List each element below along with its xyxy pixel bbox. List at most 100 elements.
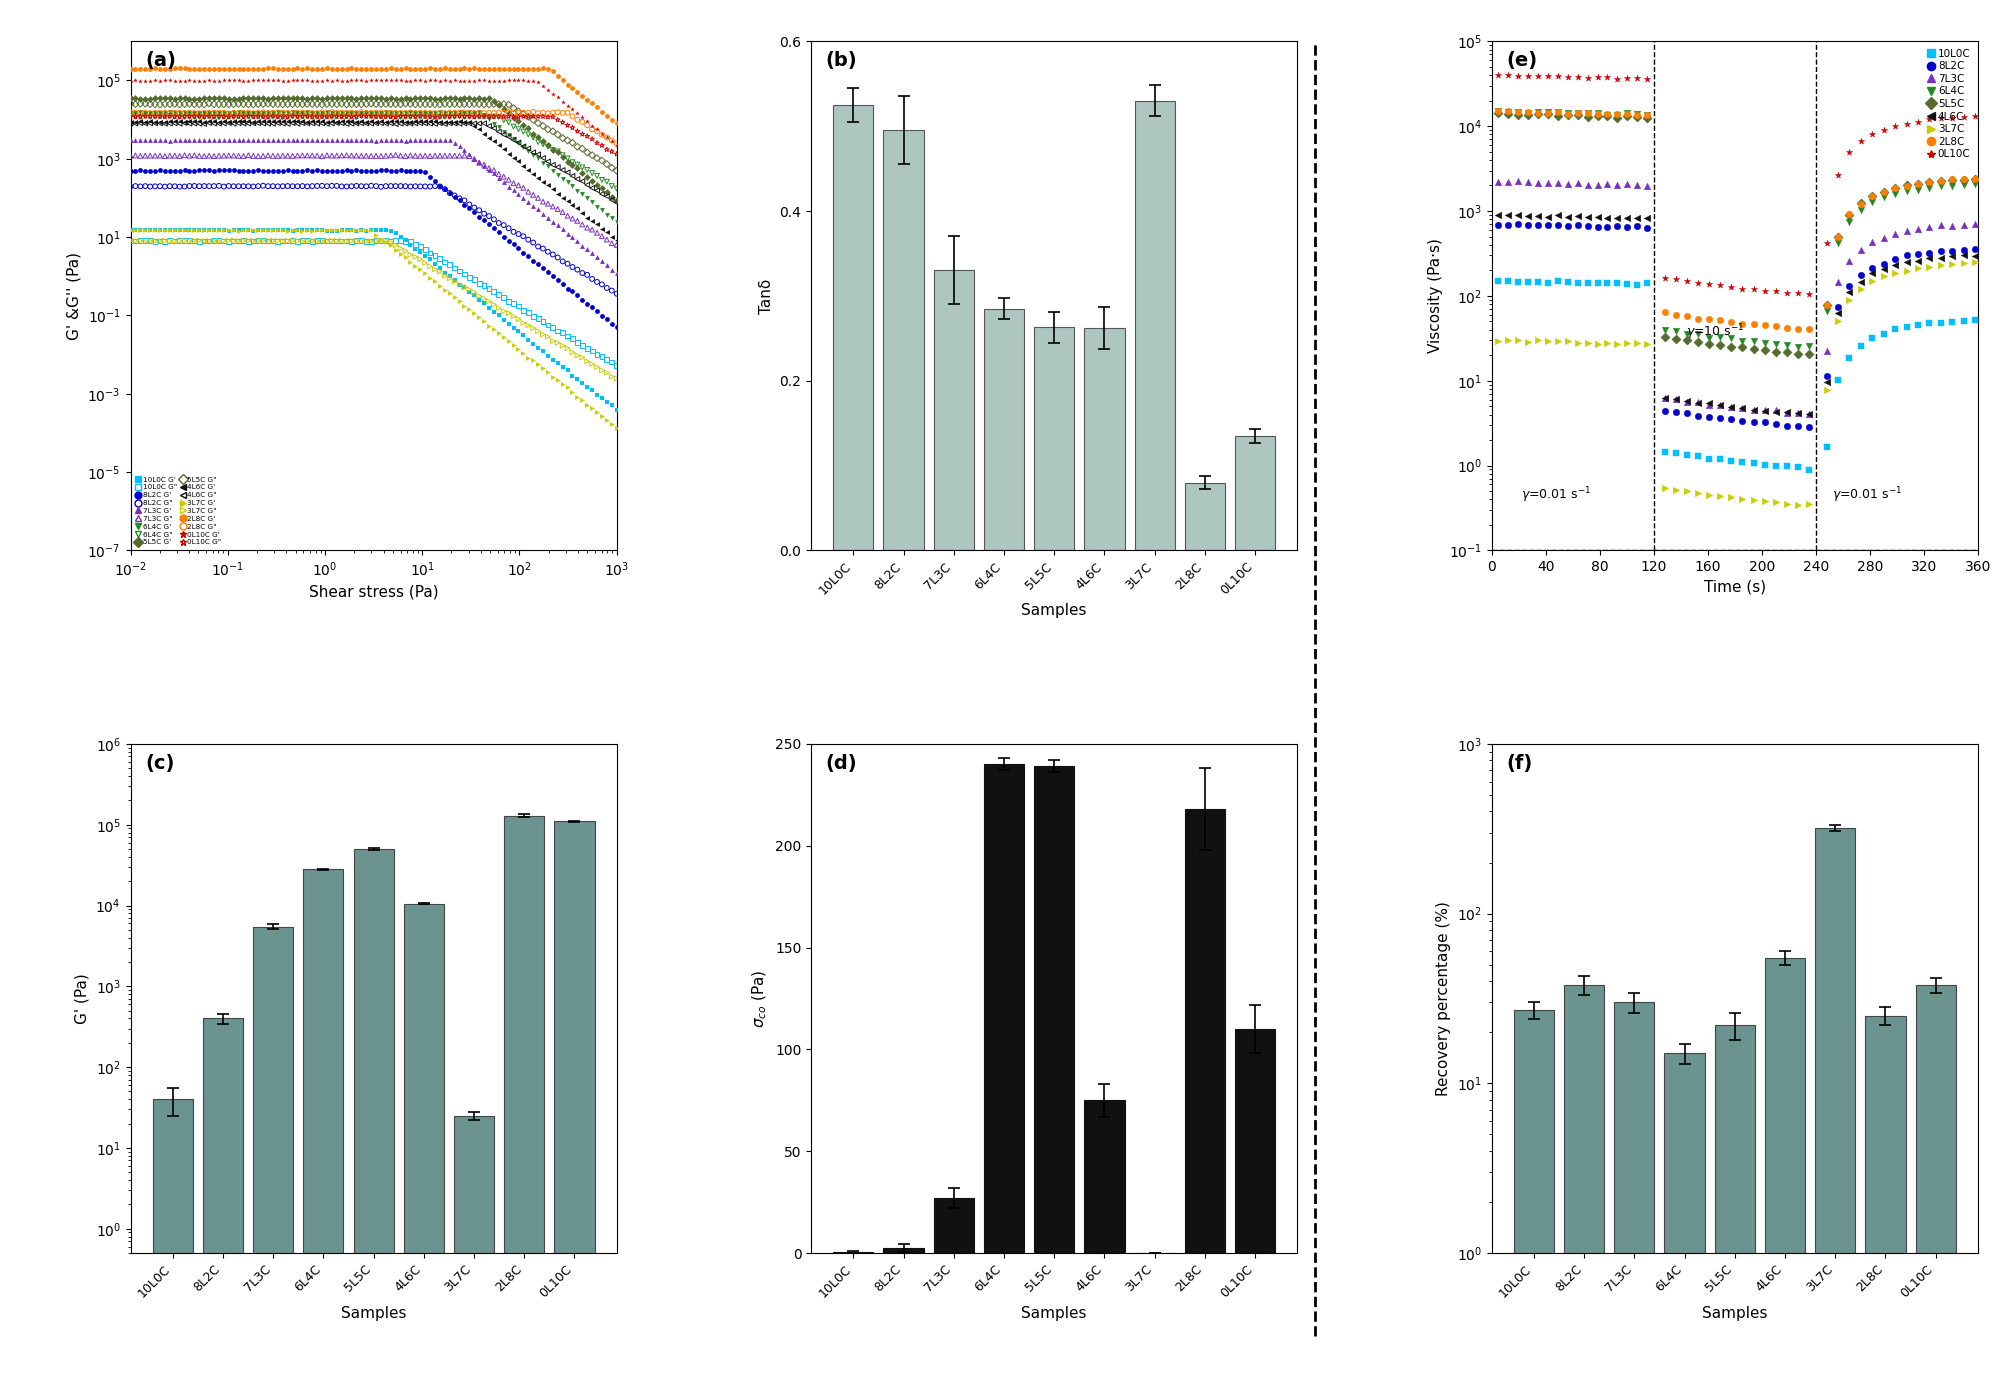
Point	[403, 106, 436, 128]
Point	[114, 230, 147, 252]
Point	[345, 129, 377, 151]
Point	[124, 160, 157, 182]
Point	[271, 219, 303, 241]
Point	[454, 197, 486, 219]
Point	[1844, 193, 1877, 215]
Point	[1820, 302, 1852, 324]
Point	[556, 105, 588, 127]
Point	[458, 114, 490, 136]
Point	[562, 102, 594, 124]
Point	[355, 92, 387, 114]
Point	[315, 145, 347, 167]
Point	[478, 302, 510, 324]
Point	[295, 106, 327, 128]
Point	[508, 226, 540, 248]
Point	[502, 308, 534, 330]
Point	[552, 359, 584, 381]
Point	[526, 204, 558, 226]
Point	[359, 145, 391, 167]
Point	[1692, 308, 1724, 330]
Point	[237, 113, 269, 135]
Point	[482, 69, 514, 91]
Point	[305, 88, 337, 110]
Point	[223, 175, 255, 197]
Point	[399, 238, 432, 260]
Point	[339, 88, 371, 110]
Point	[552, 205, 584, 227]
Point	[124, 219, 157, 241]
Point	[389, 87, 421, 109]
Point	[429, 178, 462, 200]
Point	[536, 139, 568, 161]
Point	[1704, 408, 1736, 430]
Point	[413, 105, 446, 127]
Point	[257, 219, 289, 241]
Point	[345, 58, 377, 80]
Point	[267, 102, 299, 124]
Point	[169, 94, 201, 116]
Point	[173, 110, 205, 132]
Point	[149, 87, 181, 109]
Point	[217, 219, 249, 241]
Point	[359, 87, 391, 109]
Point	[1947, 252, 1979, 274]
Point	[580, 384, 612, 406]
Point	[502, 150, 534, 172]
Point	[1692, 273, 1724, 295]
Point	[114, 145, 147, 167]
Point	[1582, 66, 1614, 88]
Point	[393, 145, 425, 167]
Point	[458, 302, 490, 324]
Point	[596, 233, 628, 255]
Point	[173, 102, 205, 124]
Point	[305, 230, 337, 252]
Text: (e): (e)	[1505, 51, 1537, 70]
Point	[1648, 441, 1680, 463]
Point	[295, 102, 327, 124]
Point	[1758, 399, 1790, 421]
Point	[444, 274, 476, 296]
Point	[277, 106, 309, 128]
Point	[134, 219, 167, 241]
Point	[155, 102, 187, 124]
Point	[1844, 193, 1877, 215]
Point	[233, 110, 265, 132]
Point	[138, 102, 171, 124]
Point	[199, 110, 231, 132]
Point	[1758, 401, 1790, 423]
Point	[454, 106, 486, 128]
Point	[600, 113, 632, 135]
Point	[1792, 335, 1824, 357]
Point	[349, 106, 381, 128]
Bar	[983, 764, 1024, 1253]
Point	[325, 102, 357, 124]
Point	[468, 209, 500, 231]
Point	[1891, 315, 1923, 337]
Point	[389, 175, 421, 197]
Point	[227, 129, 259, 151]
Point	[207, 129, 239, 151]
Point	[267, 145, 299, 167]
Point	[590, 139, 622, 161]
Point	[237, 69, 269, 91]
Bar	[1034, 328, 1074, 551]
Point	[434, 282, 466, 304]
Point	[1600, 106, 1632, 128]
Point	[379, 113, 411, 135]
Point	[1947, 168, 1979, 190]
Point	[1832, 140, 1865, 162]
Point	[413, 87, 446, 109]
Point	[179, 219, 211, 241]
Point	[355, 87, 387, 109]
Point	[512, 347, 544, 369]
Point	[134, 145, 167, 167]
Point	[203, 106, 235, 128]
Point	[576, 118, 608, 140]
Point	[138, 94, 171, 116]
Point	[217, 230, 249, 252]
Point	[1780, 402, 1812, 424]
Point	[536, 120, 568, 142]
Point	[251, 145, 283, 167]
Point	[1770, 401, 1802, 423]
Point	[546, 273, 578, 295]
